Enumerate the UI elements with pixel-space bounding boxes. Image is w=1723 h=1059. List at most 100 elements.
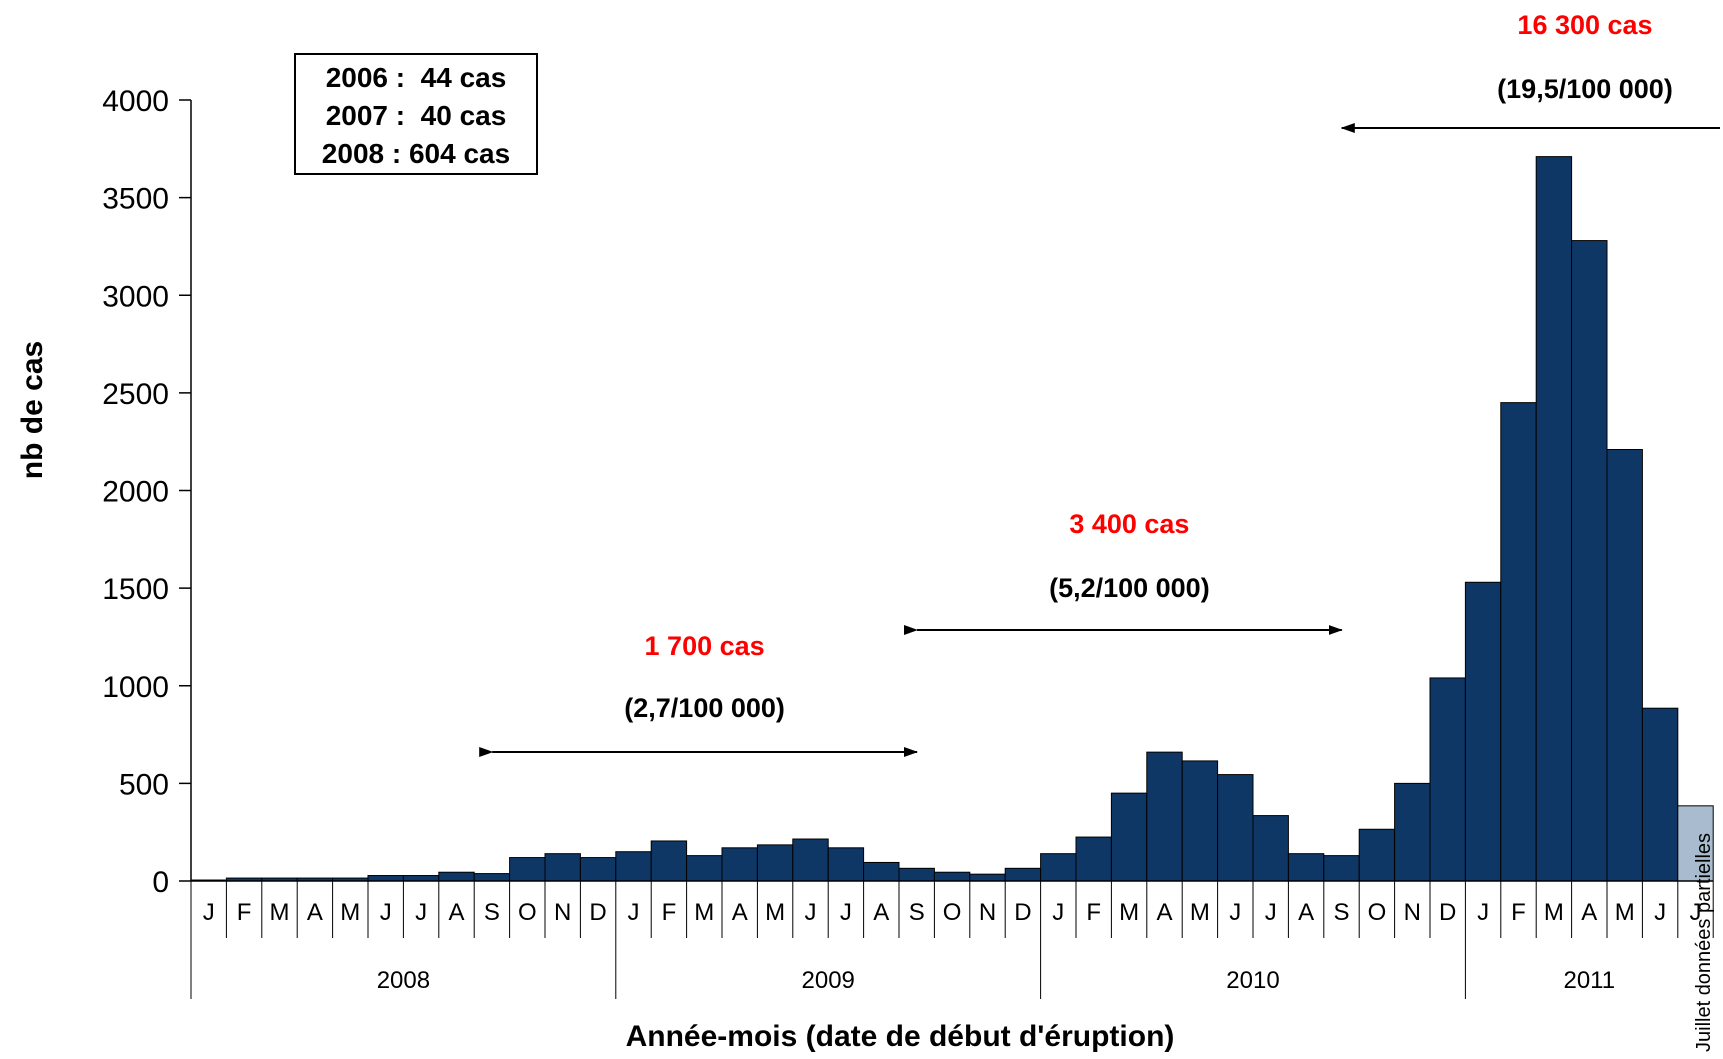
y-tick-label: 1500 — [102, 573, 169, 606]
bar — [721, 847, 758, 882]
month-label: J — [1654, 899, 1666, 926]
month-label: O — [518, 899, 537, 926]
month-label: S — [909, 899, 925, 926]
bar — [1004, 867, 1042, 882]
bar — [509, 857, 546, 882]
bar — [1252, 815, 1289, 882]
month-label: A — [732, 899, 748, 926]
bar — [1571, 240, 1608, 882]
bar — [756, 844, 794, 882]
period-rate-label: (2,7/100 000) — [624, 693, 785, 723]
month-label: M — [270, 899, 290, 926]
period-rate-label: (5,2/100 000) — [1049, 573, 1210, 603]
month-label: J — [1229, 899, 1241, 926]
period-cases-label: 16 300 cas — [1517, 10, 1652, 40]
year-label: 2009 — [802, 967, 855, 994]
bar — [402, 875, 440, 882]
month-label: M — [1119, 899, 1139, 926]
y-tick-label: 2000 — [102, 476, 169, 509]
month-label: J — [1265, 899, 1277, 926]
bar — [898, 867, 935, 882]
bars — [190, 156, 1714, 882]
bar — [1394, 782, 1431, 882]
month-label: J — [1052, 899, 1064, 926]
month-label: F — [237, 899, 252, 926]
month-label: J — [805, 899, 817, 926]
month-label: A — [307, 899, 323, 926]
bar — [969, 873, 1006, 882]
bar — [1323, 855, 1360, 882]
month-label: N — [979, 899, 996, 926]
bar — [367, 875, 404, 882]
month-label: M — [694, 899, 714, 926]
x-axis-label: Année-mois (date de début d'éruption) — [626, 1020, 1175, 1053]
bar — [650, 840, 688, 882]
y-tick-label: 3500 — [102, 183, 169, 216]
period-cases-label: 3 400 cas — [1069, 509, 1189, 539]
month-label: M — [1615, 899, 1635, 926]
y-tick-label: 2500 — [102, 378, 169, 411]
month-label: M — [340, 899, 360, 926]
bar — [1075, 836, 1112, 882]
history-box-frame — [294, 53, 538, 175]
y-tick-label: 0 — [152, 866, 169, 899]
y-tick-label: 4000 — [102, 85, 169, 118]
period-cases-label: 1 700 cas — [645, 631, 765, 661]
year-label: 2010 — [1226, 967, 1279, 994]
month-label: J — [1477, 899, 1489, 926]
period-rate-label: (19,5/100 000) — [1497, 74, 1673, 104]
month-label: F — [1511, 899, 1526, 926]
bar — [1429, 677, 1466, 882]
y-axis-label: nb de cas — [16, 341, 49, 479]
month-label: M — [1544, 899, 1564, 926]
y-tick-label: 3000 — [102, 280, 169, 313]
month-label: A — [1581, 899, 1597, 926]
bar — [1606, 448, 1643, 882]
bar — [1641, 707, 1679, 882]
month-label: J — [203, 899, 215, 926]
y-tick-label: 1000 — [102, 671, 169, 704]
bar — [579, 857, 617, 882]
partial-month-note: Juillet données partielles — [1693, 833, 1715, 1052]
month-label: A — [448, 899, 464, 926]
annotations: 1 700 cas (2,7/100 000) 3 400 cas (5,2/100 … — [479, 10, 1720, 757]
bar — [1217, 774, 1254, 882]
y-tick-label: 500 — [119, 768, 169, 801]
bar — [615, 851, 652, 882]
bar — [1146, 751, 1183, 882]
month-label: J — [415, 899, 427, 926]
month-label: A — [873, 899, 889, 926]
history-box-line-2006: 2006 : 44 cas — [326, 62, 507, 93]
month-label: N — [1404, 899, 1421, 926]
bar — [1110, 792, 1148, 882]
bar — [1535, 156, 1573, 882]
bar — [792, 838, 829, 882]
bar — [1040, 853, 1077, 882]
bar — [863, 861, 900, 882]
month-label: F — [662, 899, 677, 926]
bar — [1500, 402, 1537, 882]
month-label: S — [1333, 899, 1349, 926]
bar — [438, 871, 475, 882]
month-label: D — [1014, 899, 1031, 926]
history-box-line-2008: 2008 : 604 cas — [322, 138, 510, 169]
bar — [827, 847, 865, 882]
month-label: S — [484, 899, 500, 926]
history-box: 2006 : 44 cas 2007 : 40 cas 2008 : 604 c… — [294, 53, 538, 175]
year-label: 2008 — [377, 967, 430, 994]
month-label: O — [1368, 899, 1387, 926]
month-label: J — [840, 899, 852, 926]
history-box-line-2007: 2007 : 40 cas — [326, 100, 507, 131]
bar — [1181, 760, 1219, 882]
month-label: N — [554, 899, 571, 926]
bar — [933, 871, 971, 882]
month-label: A — [1298, 899, 1314, 926]
month-label: F — [1086, 899, 1101, 926]
bar-partial — [1677, 805, 1714, 882]
bar — [1287, 853, 1325, 882]
month-label: J — [628, 899, 640, 926]
month-label: D — [589, 899, 606, 926]
bar — [686, 855, 723, 882]
